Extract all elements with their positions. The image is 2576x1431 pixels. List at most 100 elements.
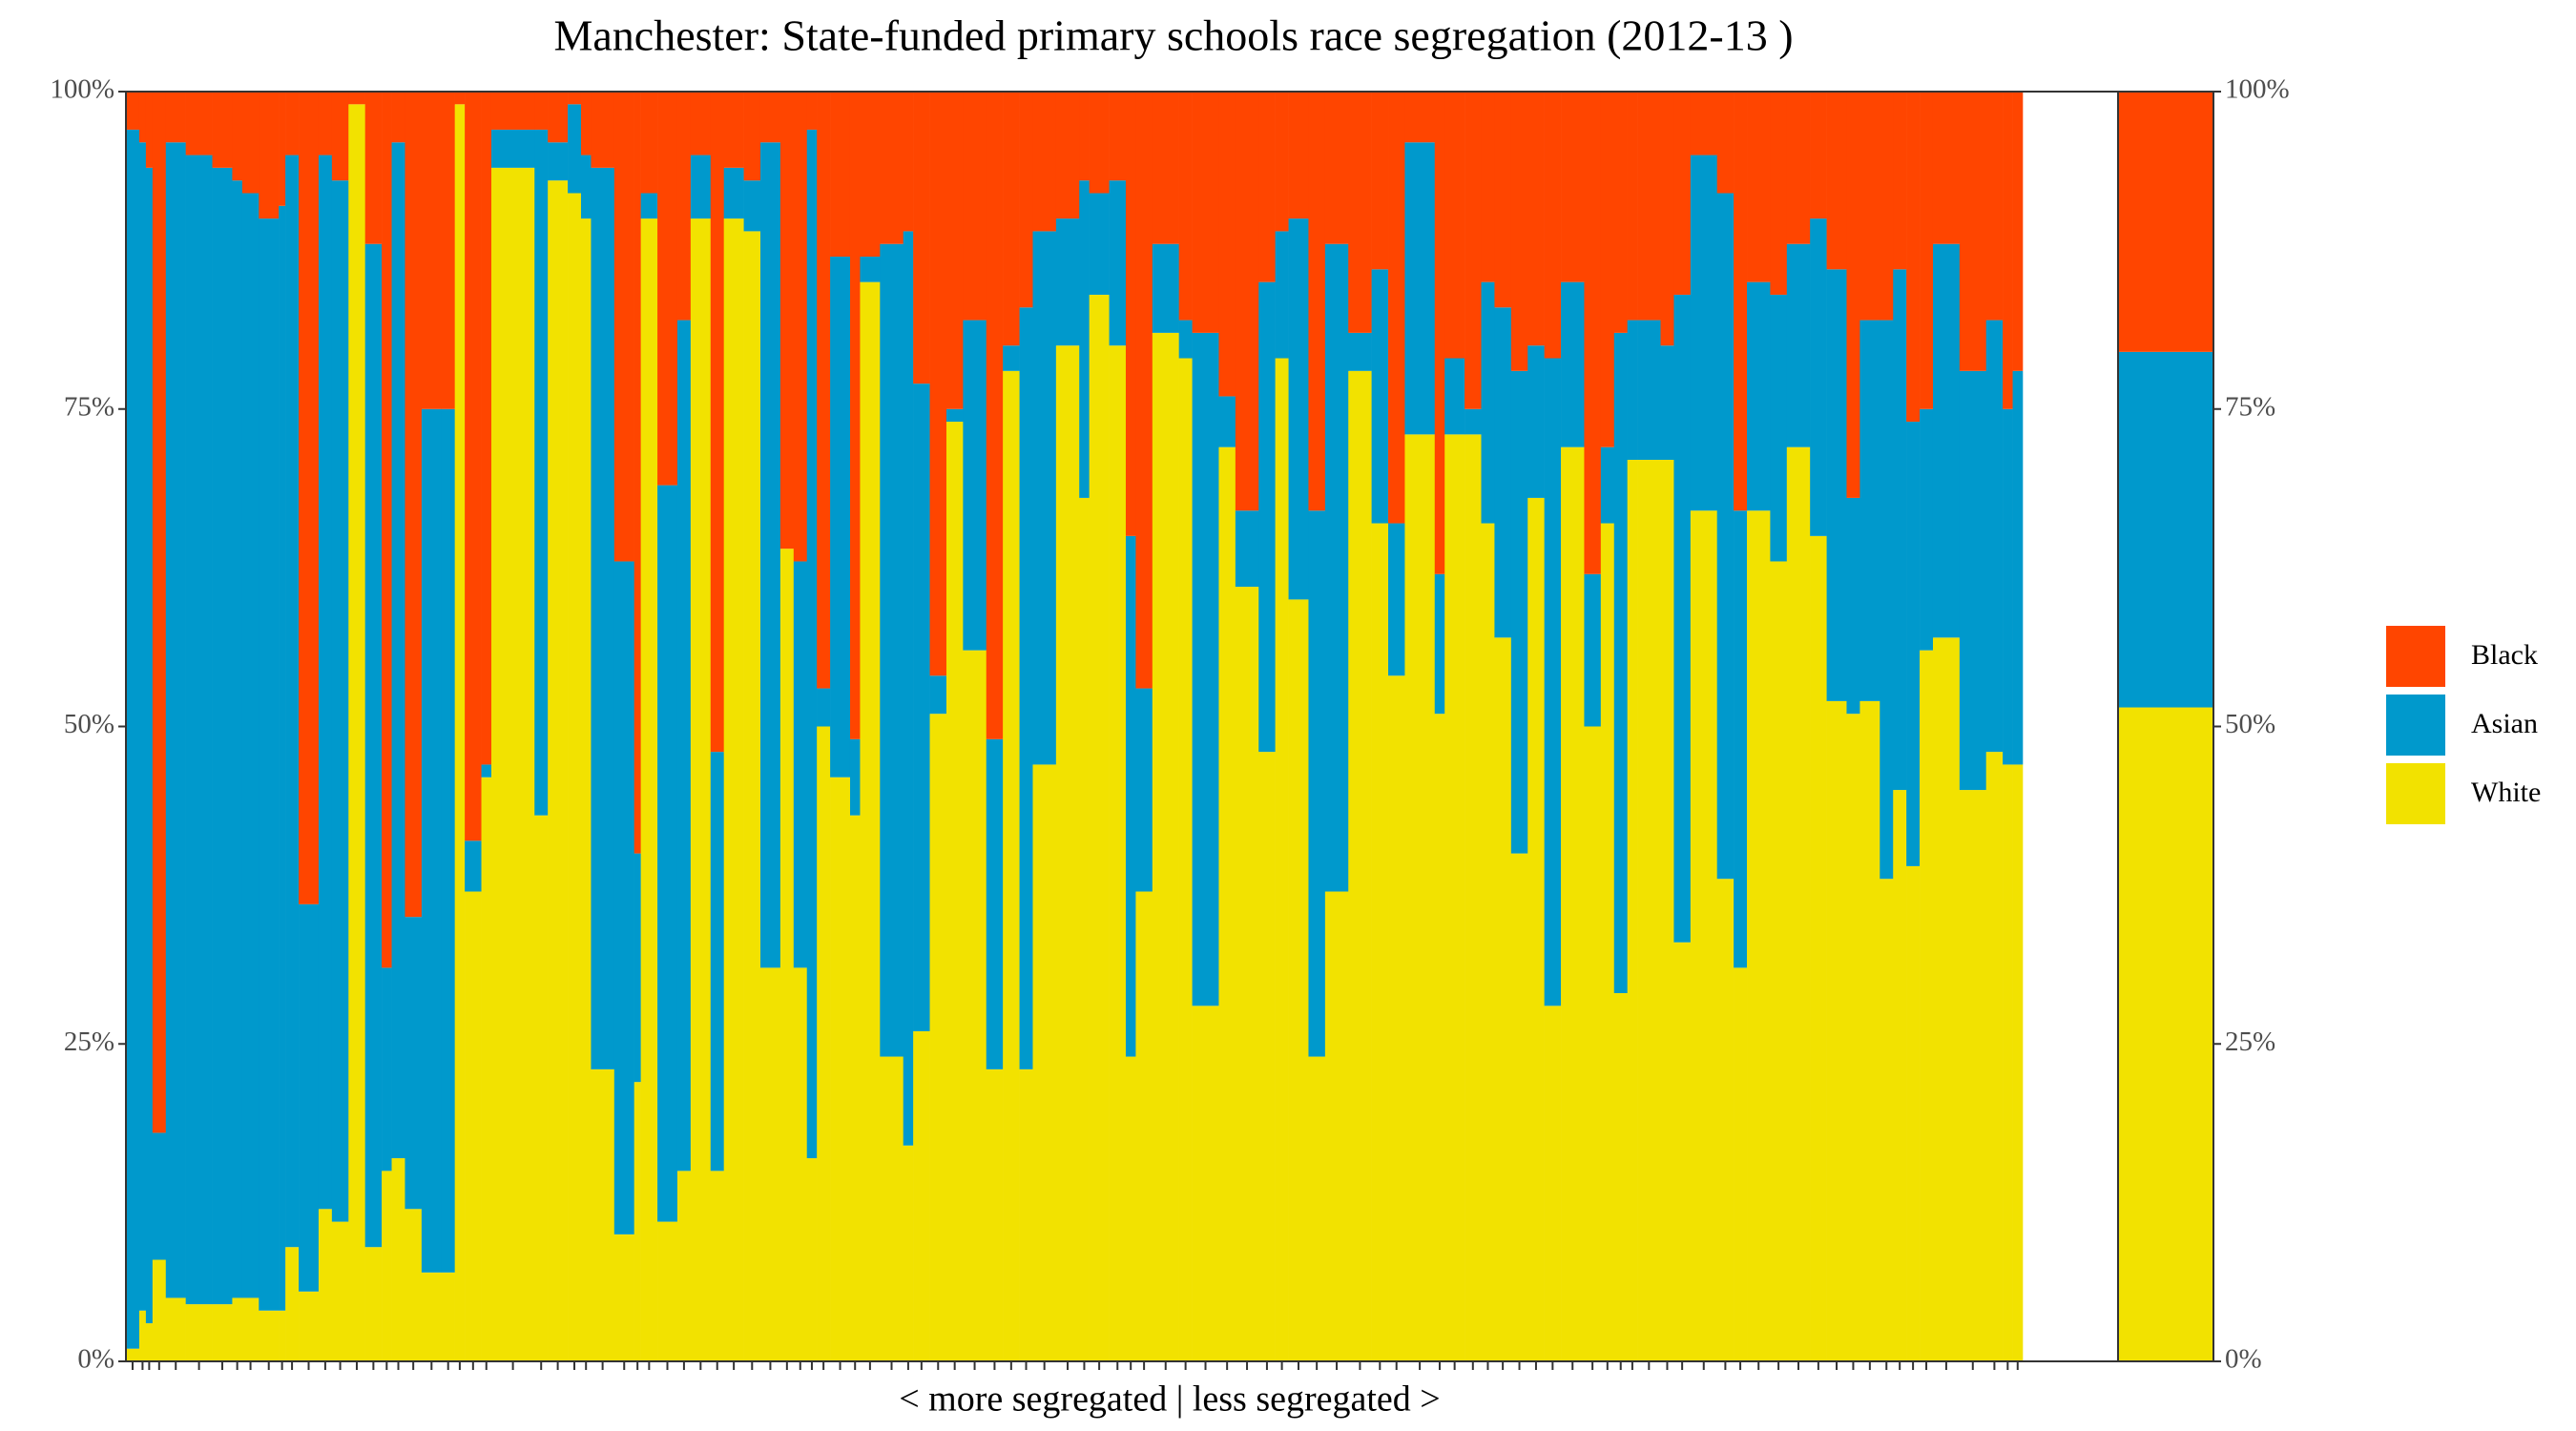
bar-segment (743, 92, 761, 181)
bar-segment (1079, 180, 1090, 498)
bar-segment (1308, 510, 1326, 1057)
bar-segment (723, 218, 744, 1362)
bar-segment (1734, 510, 1748, 968)
legend-swatch (2384, 693, 2447, 757)
bar-segment (279, 92, 286, 206)
bar-segment (490, 167, 535, 1362)
bar-segment (1932, 637, 1961, 1361)
bar-segment (1561, 92, 1585, 282)
bar-segment (1444, 358, 1465, 435)
bar-segment (1055, 92, 1080, 219)
bar-segment (1859, 320, 1880, 701)
overall-segment (2118, 92, 2213, 352)
bar-segment (331, 1221, 349, 1361)
bar-segment (1089, 294, 1110, 1362)
bar-segment (568, 92, 582, 105)
bar-segment (138, 92, 147, 143)
bar-segment (212, 92, 233, 168)
bar-segment (1716, 92, 1735, 194)
bar-segment (1135, 688, 1153, 892)
bar-segment (817, 726, 831, 1361)
bar-segment (580, 155, 592, 219)
bar-segment (1494, 637, 1512, 1361)
bar-segment (1152, 332, 1179, 1361)
bar-segment (963, 92, 987, 321)
bar-segment (830, 777, 851, 1361)
bar-segment (285, 92, 300, 156)
bar-segment (1859, 92, 1880, 321)
bar-segment (657, 1221, 678, 1361)
bar-segment (454, 92, 466, 105)
bar-segment (299, 92, 320, 904)
bar-segment (1846, 497, 1860, 715)
bar-segment (1465, 434, 1482, 1361)
bar-segment (279, 205, 286, 1311)
bar-segment (1810, 218, 1827, 536)
bar-segment (481, 777, 492, 1361)
bar-segment (1494, 307, 1512, 638)
bar-segment (580, 92, 592, 156)
bar-segment (259, 218, 280, 1311)
bar-segment (1235, 510, 1259, 588)
bar-segment (441, 408, 455, 1273)
bar-segment (880, 243, 904, 1057)
bar-segment (465, 840, 482, 892)
bar-segment (1600, 446, 1615, 524)
bar-segment (126, 1348, 140, 1361)
bar-segment (1932, 92, 1961, 244)
bar-segment (1846, 714, 1860, 1361)
bar-segment (1920, 92, 1934, 409)
bar-segment (1135, 92, 1153, 689)
bar-segment (986, 1068, 1004, 1361)
bar-segment (1308, 1056, 1326, 1361)
bar-segment (1660, 92, 1674, 346)
bar-segment (1826, 700, 1847, 1361)
bar-segment (1584, 726, 1602, 1361)
bar-segment (1920, 408, 1934, 651)
bar-segment (1218, 92, 1236, 397)
bar-segment (793, 561, 808, 968)
bar-segment (1079, 92, 1090, 181)
bar-segment (1893, 92, 1907, 270)
bar-segment (929, 92, 947, 676)
bar-segment (1786, 243, 1811, 447)
bar-segment (1079, 497, 1090, 1361)
bar-segment (1288, 599, 1309, 1361)
bar-segment (806, 129, 818, 1159)
y2-tick-label: 75% (2225, 391, 2275, 422)
bar-segment (1985, 92, 2004, 321)
bar-segment (779, 549, 795, 1361)
bar-segment (1734, 967, 1748, 1361)
bar-segment (1404, 434, 1436, 1361)
bar-segment (548, 180, 569, 1361)
bar-segment (331, 180, 349, 1222)
bar-segment (405, 92, 423, 918)
bar-segment (212, 167, 233, 1305)
bar-segment (1152, 243, 1179, 333)
bar-segment (1003, 370, 1020, 1361)
bar-segment (152, 92, 167, 1133)
overall-segment (2118, 707, 2213, 1361)
bar-segment (1275, 92, 1289, 232)
bar-segment (1893, 790, 1907, 1361)
bar-segment (779, 92, 795, 550)
bar-segment (1510, 853, 1528, 1361)
bar-segment (2003, 92, 2013, 409)
bar-segment (318, 92, 333, 156)
bar-segment (690, 92, 712, 156)
y-tick-label: 75% (64, 391, 114, 422)
y2-tick-label: 0% (2225, 1344, 2262, 1375)
bar-segment (1288, 92, 1309, 219)
bar-segment (640, 218, 658, 1362)
bar-segment (1324, 243, 1349, 892)
bar-segment (1527, 345, 1545, 498)
bar-segment (1324, 92, 1349, 244)
bar-segment (1258, 281, 1276, 753)
bar-segment (1275, 358, 1289, 1361)
bar-segment (830, 257, 851, 778)
bar-segment (1561, 281, 1585, 447)
bar-segment (591, 1068, 615, 1361)
bar-segment (860, 281, 881, 1361)
y2-tick-label: 25% (2225, 1027, 2275, 1057)
bar-segment (1192, 332, 1219, 1006)
